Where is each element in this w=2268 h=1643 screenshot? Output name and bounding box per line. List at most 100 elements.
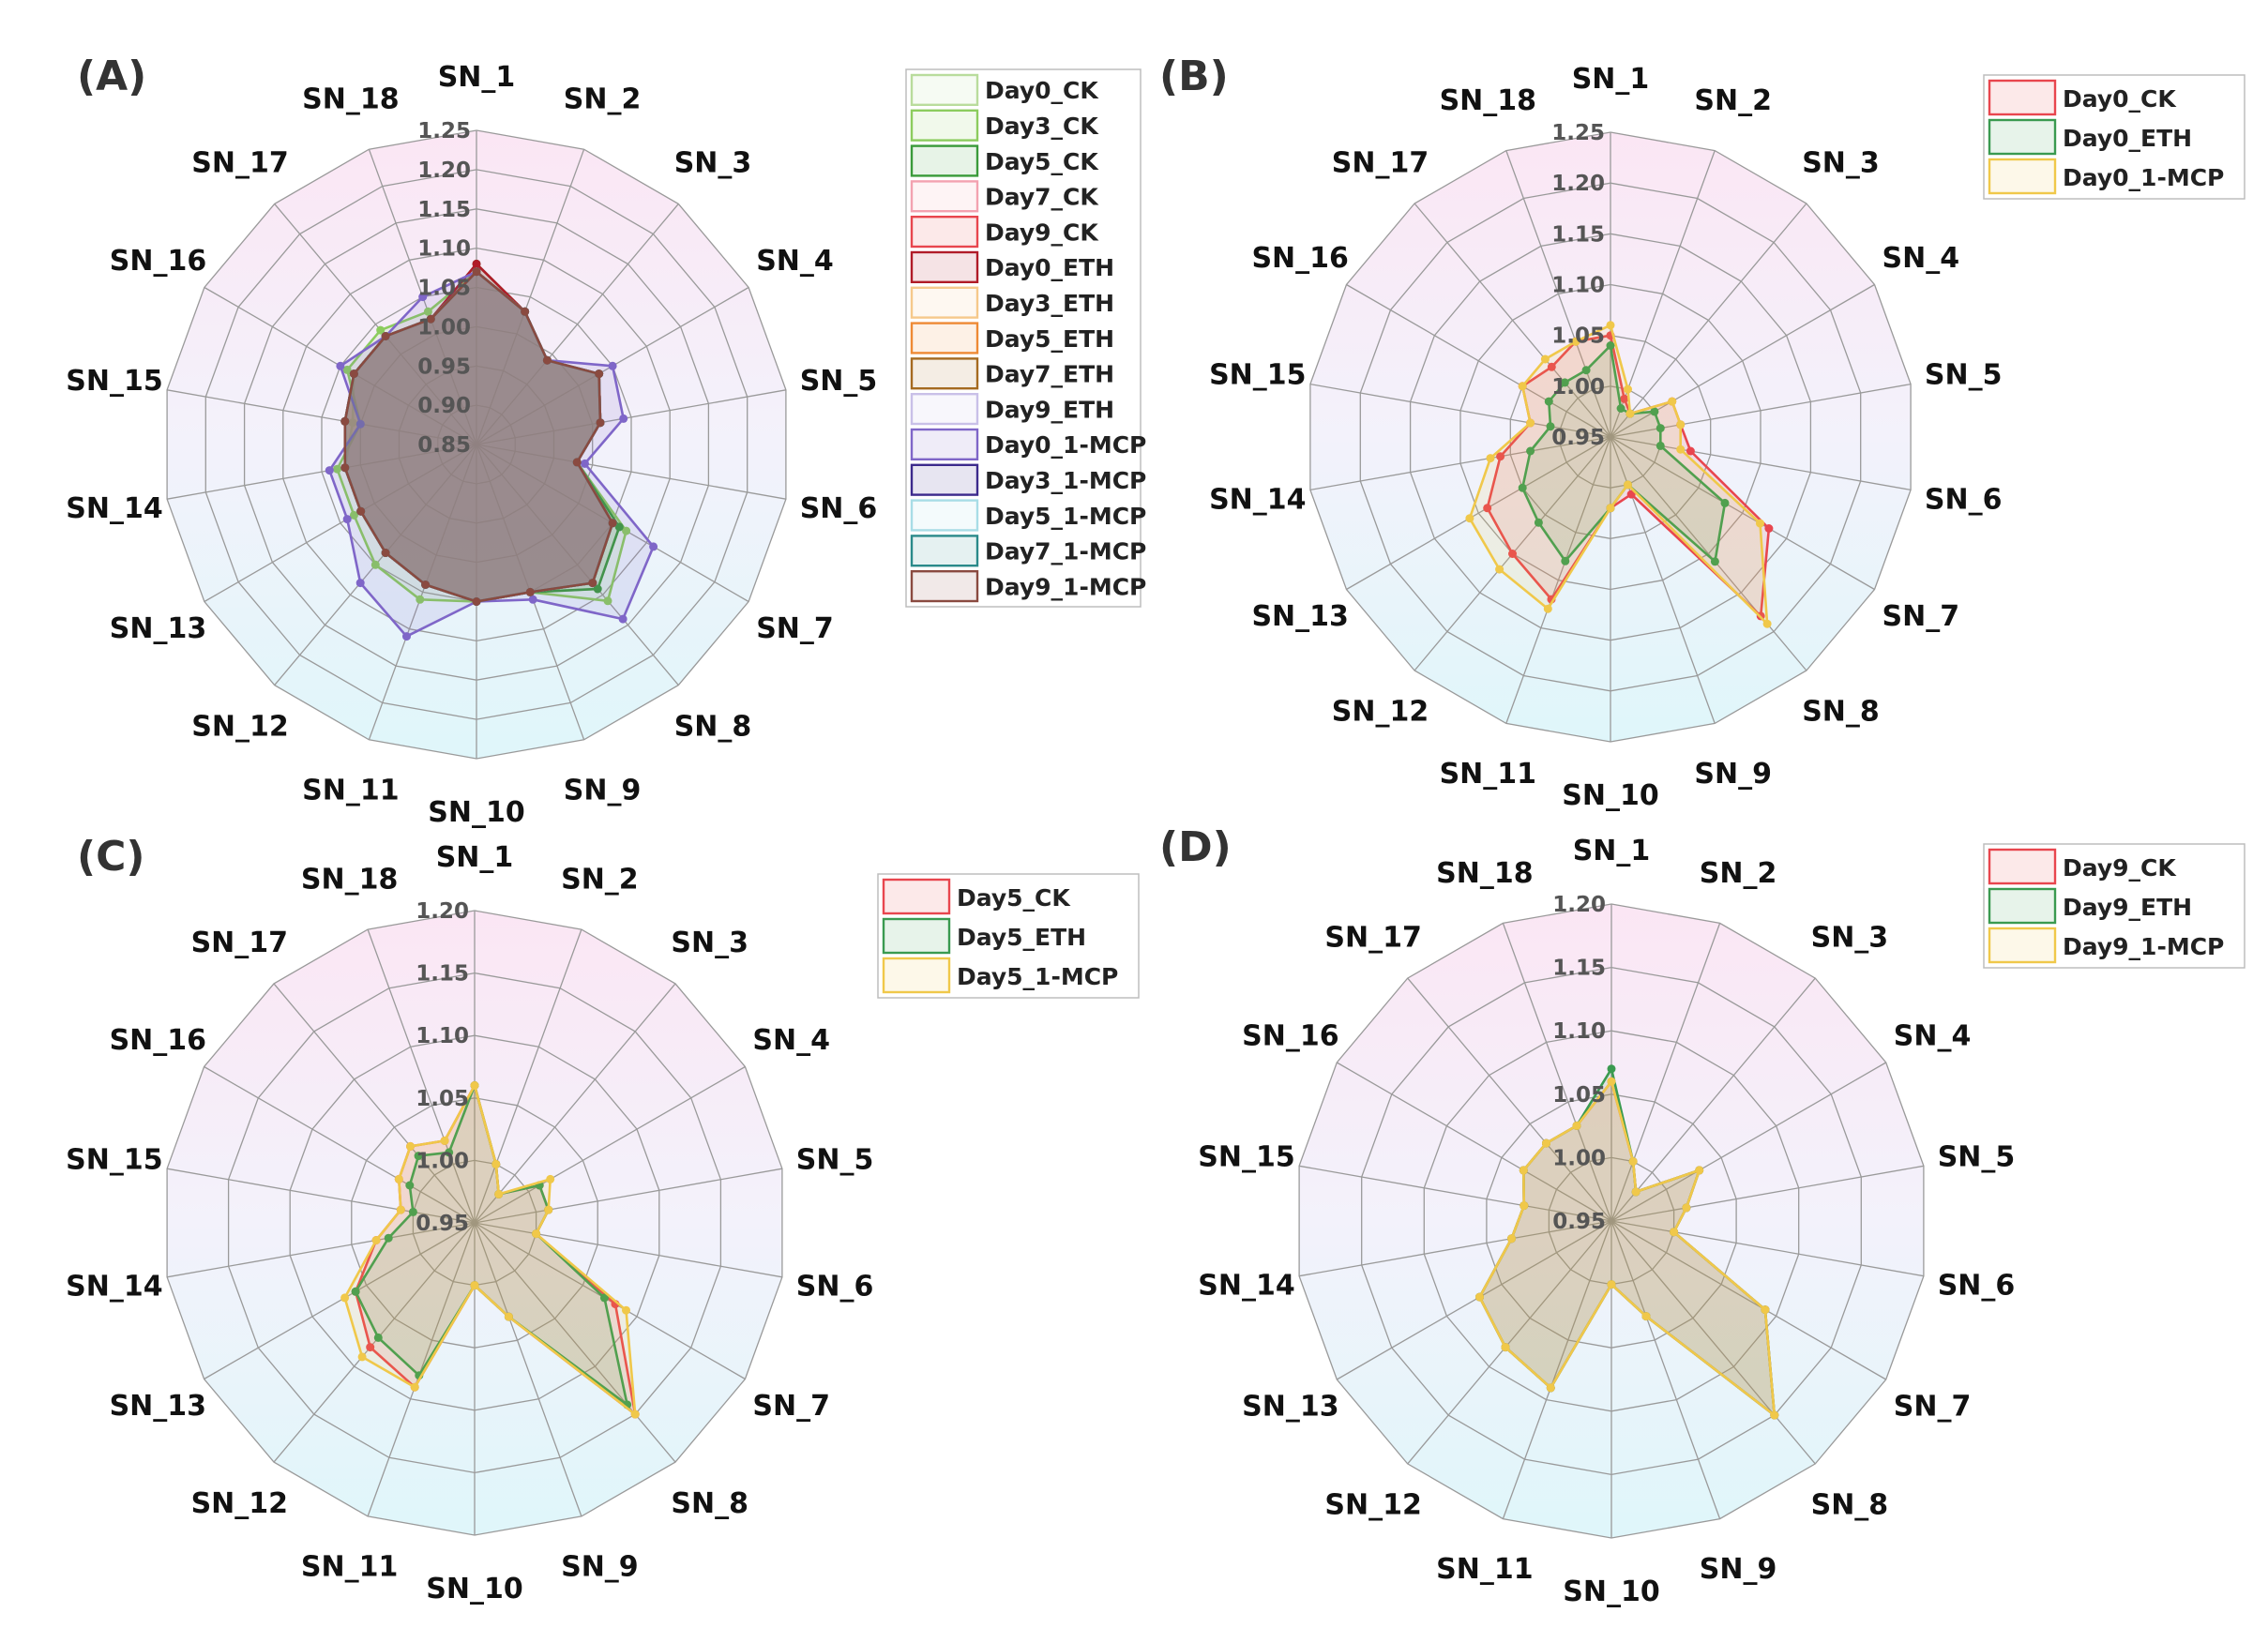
data-point bbox=[1543, 604, 1552, 613]
legend-label: Day5_1-MCP bbox=[957, 963, 1118, 990]
axis-label: SN_8 bbox=[671, 1487, 748, 1520]
axis-spoke bbox=[1346, 283, 1611, 438]
radial-tick-label: 1.20 bbox=[417, 158, 471, 183]
panel-label-d: (D) bbox=[1159, 823, 1232, 871]
legend-frame bbox=[905, 68, 1142, 608]
axis-label: SN_15 bbox=[1209, 359, 1306, 392]
data-point bbox=[1606, 321, 1615, 330]
axis-spoke bbox=[476, 444, 787, 500]
axis-spoke bbox=[1309, 383, 1611, 438]
data-point bbox=[608, 519, 617, 528]
axis-label: SN_4 bbox=[1882, 242, 1960, 275]
data-point bbox=[381, 549, 390, 557]
data-point bbox=[1540, 354, 1550, 364]
data-point bbox=[384, 1233, 393, 1243]
legend-label: Day3_ETH bbox=[985, 290, 1114, 317]
data-point bbox=[376, 325, 386, 335]
axis-label: SN_3 bbox=[1802, 146, 1880, 179]
axis-label: SN_11 bbox=[1440, 758, 1536, 791]
radial-tick-label: 0.95 bbox=[416, 1212, 469, 1236]
axis-spoke bbox=[474, 1065, 746, 1224]
axis-spoke bbox=[1336, 1062, 1612, 1222]
axis-label: SN_17 bbox=[191, 927, 288, 959]
axis-spoke bbox=[1610, 1220, 1925, 1277]
legend-label: Day3_CK bbox=[985, 113, 1099, 140]
data-point bbox=[336, 361, 345, 370]
data-point bbox=[599, 1293, 609, 1303]
axis-label: SN_9 bbox=[564, 774, 642, 806]
data-point bbox=[1526, 418, 1535, 428]
axis-spoke bbox=[1610, 1220, 1816, 1465]
axis-spoke bbox=[474, 1222, 783, 1278]
legend-label: Day5_1-MCP bbox=[985, 503, 1146, 530]
legend-swatch bbox=[910, 109, 979, 142]
data-point bbox=[340, 416, 350, 426]
data-point bbox=[1631, 1187, 1641, 1197]
data-point bbox=[546, 1174, 555, 1183]
axis-label: SN_17 bbox=[191, 147, 288, 180]
data-point bbox=[1620, 394, 1629, 403]
legend-swatch bbox=[1988, 158, 2057, 195]
axis-label: SN_13 bbox=[1251, 600, 1348, 633]
legend-swatch bbox=[1988, 848, 2057, 885]
axis-spoke bbox=[474, 1222, 582, 1517]
legend-label: Day7_ETH bbox=[985, 361, 1114, 388]
legend-label: Day9_CK bbox=[985, 219, 1099, 246]
axis-spoke bbox=[1336, 1220, 1612, 1380]
panel-label-b: (B) bbox=[1159, 53, 1229, 100]
radial-tick-label: 1.05 bbox=[416, 1087, 469, 1111]
axis-label: SN_7 bbox=[756, 612, 834, 645]
axis-spoke bbox=[1610, 1062, 1887, 1222]
data-point bbox=[649, 542, 658, 551]
data-point bbox=[470, 1281, 479, 1290]
data-point bbox=[1668, 397, 1677, 406]
data-point bbox=[408, 1207, 417, 1216]
data-point bbox=[1720, 498, 1730, 507]
data-point bbox=[1676, 445, 1686, 454]
data-point bbox=[1628, 1157, 1638, 1166]
axis-spoke bbox=[1610, 1220, 1887, 1380]
data-point bbox=[1616, 404, 1625, 413]
axis-spoke bbox=[204, 1222, 476, 1380]
axis-spoke bbox=[1610, 1165, 1925, 1222]
legend-swatch bbox=[910, 535, 979, 567]
data-point bbox=[1561, 556, 1570, 565]
data-point bbox=[1606, 341, 1615, 350]
data-point bbox=[410, 1382, 419, 1392]
axis-spoke bbox=[1414, 203, 1611, 438]
legend-label: Day0_CK bbox=[2063, 85, 2177, 113]
data-point bbox=[357, 1352, 367, 1362]
radial-tick-label: 0.95 bbox=[1551, 426, 1605, 450]
axis-label: SN_18 bbox=[301, 864, 398, 897]
data-point bbox=[371, 1236, 381, 1244]
data-point bbox=[405, 1181, 415, 1190]
radial-tick-label: 0.95 bbox=[417, 354, 471, 379]
data-point bbox=[622, 1305, 630, 1315]
axis-spoke bbox=[1346, 436, 1611, 591]
legend-label: Day0_1-MCP bbox=[985, 431, 1146, 459]
axis-label: SN_15 bbox=[66, 365, 162, 398]
radar-panel-a: SN_1 SN_2 SN_3 SN_4 SN_5 SN_6 SN_7 SN_8 SN_9 SN_1… bbox=[66, 61, 1146, 829]
data-point bbox=[1761, 1305, 1770, 1315]
axis-spoke bbox=[1610, 436, 1807, 671]
radar-panel-b: SN_1 SN_2 SN_3 SN_4 SN_5 SN_6 SN_7 SN_8 SN_9 SN_1… bbox=[1209, 63, 2245, 812]
axis-label: SN_2 bbox=[561, 864, 639, 897]
data-point bbox=[528, 595, 537, 604]
legend-swatch bbox=[1988, 118, 2057, 156]
data-point bbox=[342, 365, 352, 374]
data-point bbox=[504, 1312, 513, 1321]
data-point bbox=[1518, 483, 1527, 492]
data-point bbox=[426, 314, 435, 324]
data-point bbox=[614, 522, 624, 532]
radial-tick-label: 1.10 bbox=[1551, 274, 1605, 298]
data-point bbox=[1546, 422, 1555, 431]
data-point bbox=[349, 510, 358, 520]
axis-label: SN_8 bbox=[674, 710, 752, 743]
axis-spoke bbox=[1309, 436, 1611, 491]
axis-spoke bbox=[204, 444, 477, 603]
data-point bbox=[1625, 409, 1635, 418]
data-point bbox=[366, 1343, 375, 1352]
legend-label: Day7_1-MCP bbox=[985, 538, 1146, 565]
radial-tick-label: 1.10 bbox=[416, 1024, 469, 1048]
axis-label: SN_4 bbox=[752, 1024, 830, 1057]
